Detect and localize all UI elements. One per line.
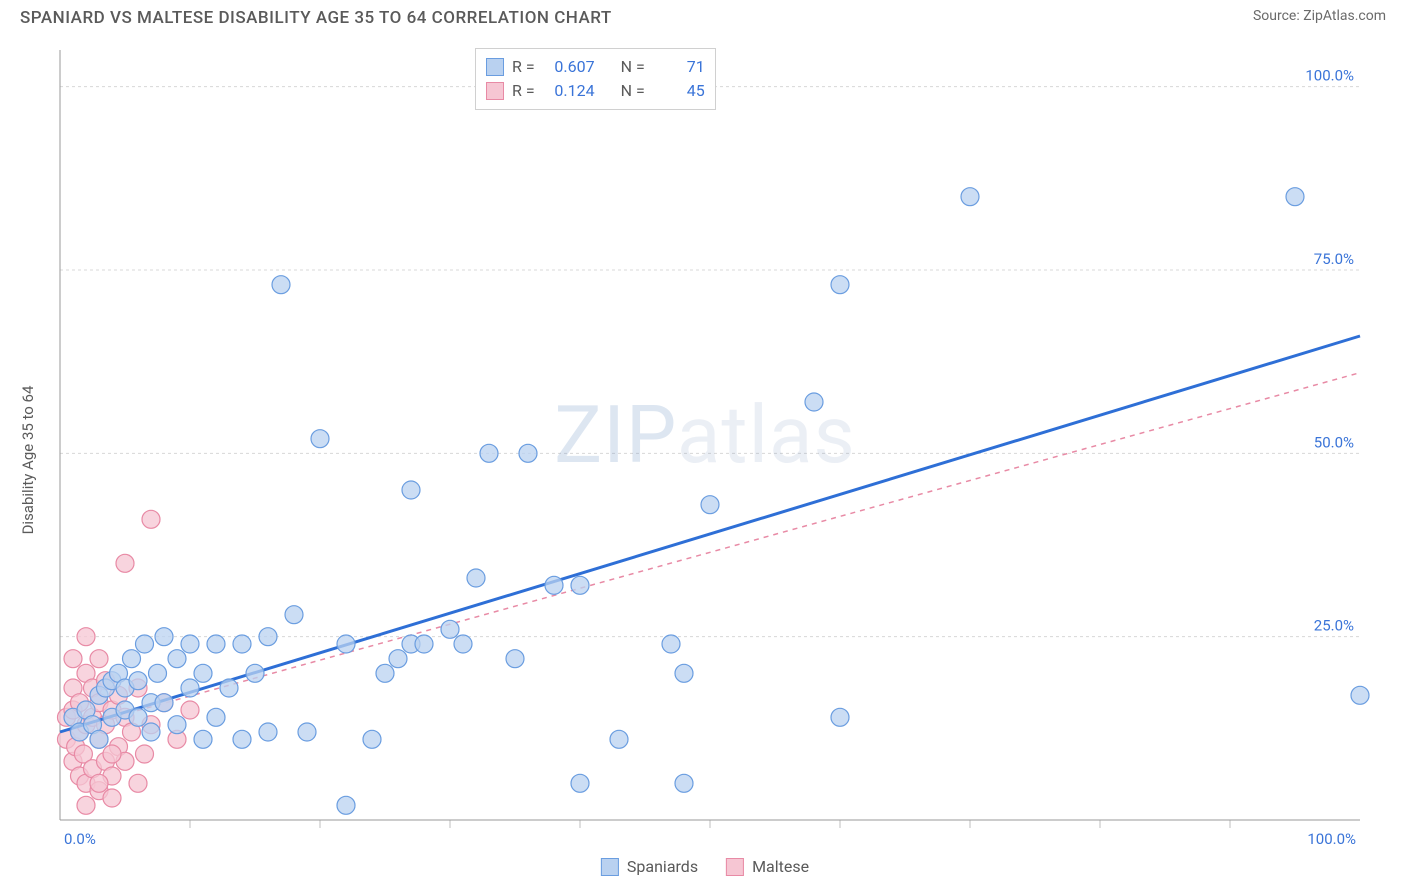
n-value: 45: [653, 79, 705, 103]
r-value: 0.124: [543, 79, 595, 103]
legend-swatch: [486, 82, 504, 100]
svg-text:50.0%: 50.0%: [1314, 433, 1354, 451]
svg-text:25.0%: 25.0%: [1314, 617, 1354, 635]
y-axis-label: Disability Age 35 to 64: [19, 386, 37, 535]
svg-text:75.0%: 75.0%: [1314, 250, 1354, 268]
scatter-plot: 25.0% 50.0% 75.0% 100.0% 0.0% 100.0%: [20, 40, 1390, 880]
legend-swatch: [726, 858, 744, 876]
n-label: N =: [621, 55, 645, 79]
source-name: ZipAtlas.com: [1303, 8, 1386, 24]
n-value: 71: [653, 55, 705, 79]
legend-swatch: [601, 858, 619, 876]
svg-text:100.0%: 100.0%: [1305, 67, 1354, 85]
series-legend: Spaniards Maltese: [601, 857, 809, 876]
legend-label: Spaniards: [627, 857, 698, 876]
legend-label: Maltese: [752, 857, 809, 876]
svg-text:0.0%: 0.0%: [64, 830, 96, 848]
r-value: 0.607: [543, 55, 595, 79]
chart-area: Disability Age 35 to 64 ZIPatlas 25.0%50…: [20, 40, 1390, 880]
source-label: Source: ZipAtlas.com: [1253, 8, 1386, 24]
stats-legend-row: R = 0.124 N = 45: [486, 79, 705, 103]
legend-item: Maltese: [726, 857, 809, 876]
svg-text:100.0%: 100.0%: [1307, 830, 1356, 848]
source-prefix: Source:: [1253, 8, 1303, 24]
n-label: N =: [621, 79, 645, 103]
legend-item: Spaniards: [601, 857, 698, 876]
stats-legend: R = 0.607 N = 71 R = 0.124 N = 45: [475, 48, 716, 110]
legend-swatch: [486, 58, 504, 76]
r-label: R =: [512, 55, 535, 79]
r-label: R =: [512, 79, 535, 103]
chart-title: SPANIARD VS MALTESE DISABILITY AGE 35 TO…: [20, 8, 612, 28]
stats-legend-row: R = 0.607 N = 71: [486, 55, 705, 79]
